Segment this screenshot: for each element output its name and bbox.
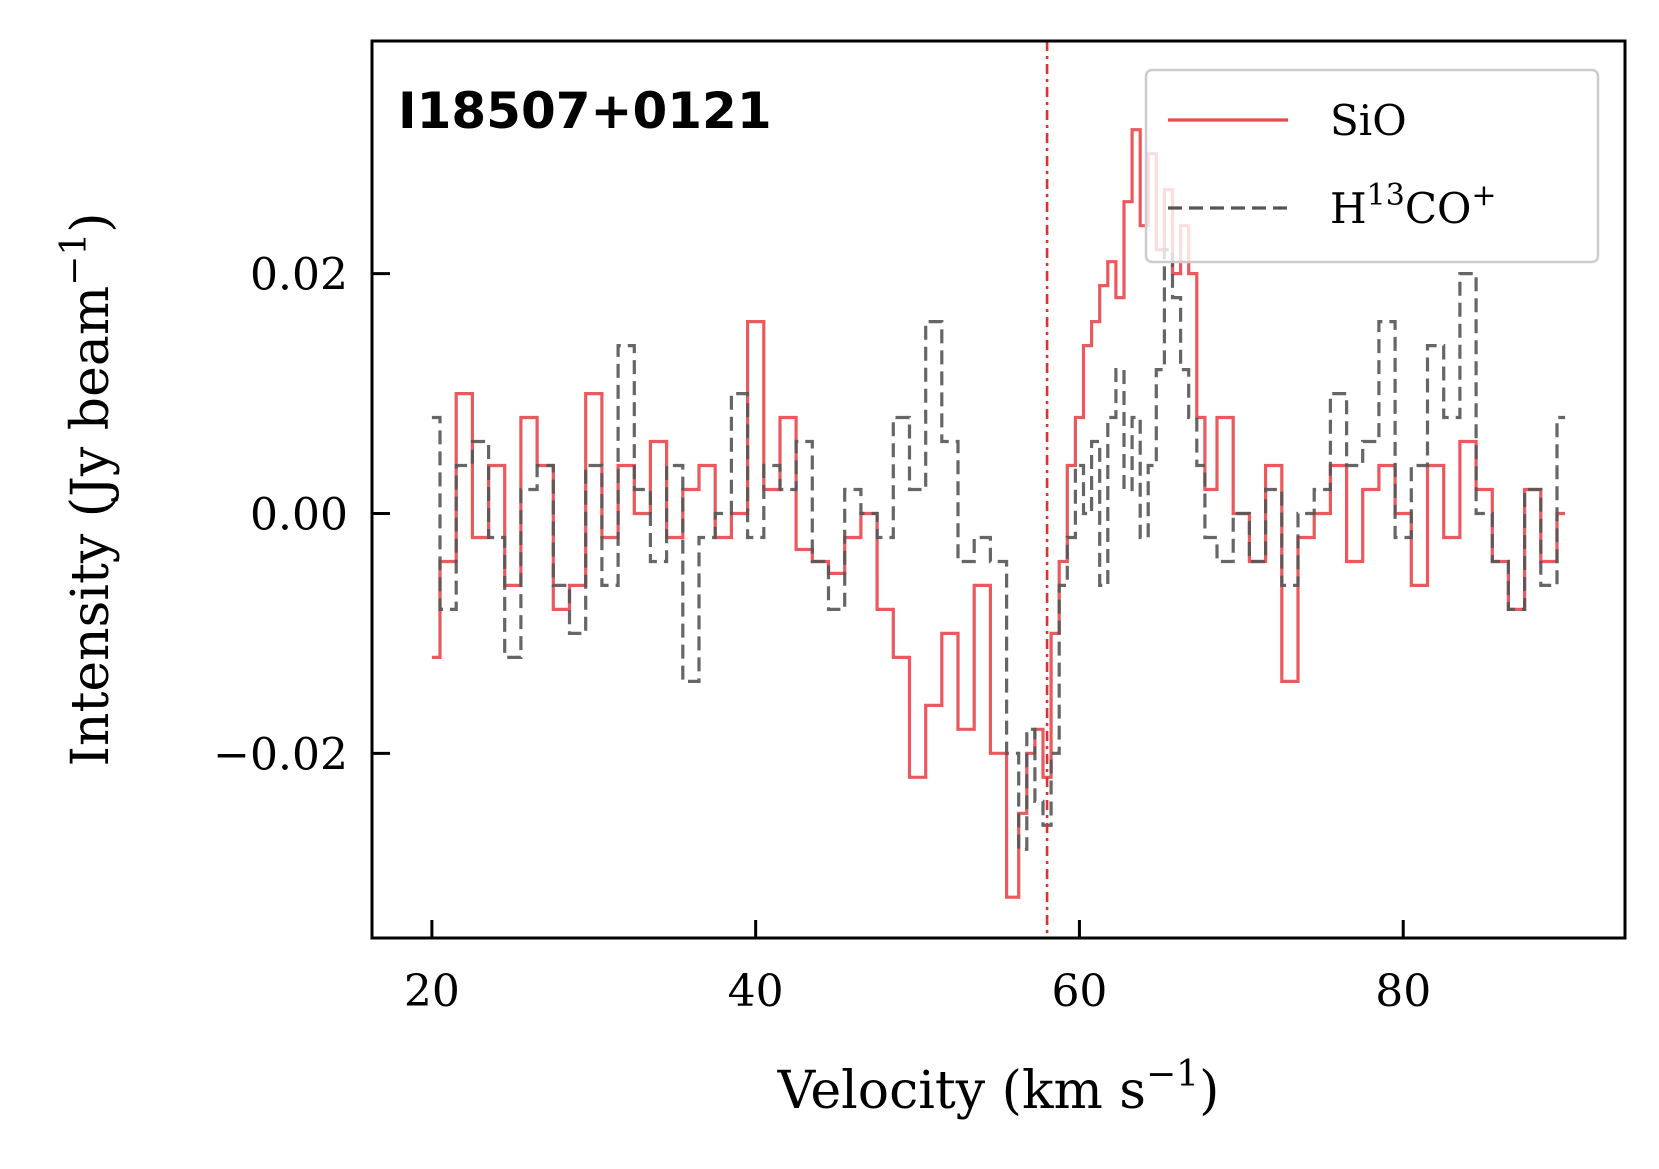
legend: SiO H13CO+ xyxy=(1144,68,1600,264)
x-tick-label-80: 80 xyxy=(1375,966,1431,1017)
x-axis-label-main: Velocity (km s xyxy=(777,1061,1146,1121)
tick-layer: 20 40 60 80 −0.02 0.00 0.02 xyxy=(213,250,1431,1017)
axes-frame xyxy=(370,39,1627,940)
y-axis-label-exponent: −1 xyxy=(54,233,95,286)
x-tick-label-40: 40 xyxy=(728,966,784,1017)
y-axis-label-main: Intensity (Jy beam xyxy=(61,286,121,767)
x-axis-label-end: ) xyxy=(1199,1061,1219,1121)
x-tick-label-20: 20 xyxy=(404,966,460,1017)
legend-h13co-isotope: 13 xyxy=(1367,178,1405,213)
legend-label-h13co: H13CO+ xyxy=(1330,178,1497,233)
legend-label-sio: SiO xyxy=(1330,96,1407,145)
legend-h13co-charge: + xyxy=(1471,178,1496,213)
legend-h13co-co: CO xyxy=(1405,184,1472,233)
series-sio xyxy=(431,128,1566,899)
y-axis-label: Intensity (Jy beam−1) xyxy=(54,212,121,766)
x-axis-label: Velocity (km s−1) xyxy=(777,1054,1220,1121)
series-layer xyxy=(431,128,1566,899)
x-axis-label-exponent: −1 xyxy=(1146,1054,1199,1095)
y-tick-label-2: 0.02 xyxy=(250,250,348,301)
legend-box xyxy=(1144,68,1600,264)
panel-label: I18507+0121 xyxy=(398,82,772,140)
y-axis-label-end: ) xyxy=(61,212,121,232)
y-tick-label-1: 0.00 xyxy=(250,489,348,540)
x-tick-label-60: 60 xyxy=(1051,966,1107,1017)
legend-h13co-h: H xyxy=(1330,184,1367,233)
series-h13co xyxy=(431,248,1566,851)
y-tick-label-0: −0.02 xyxy=(213,729,348,780)
